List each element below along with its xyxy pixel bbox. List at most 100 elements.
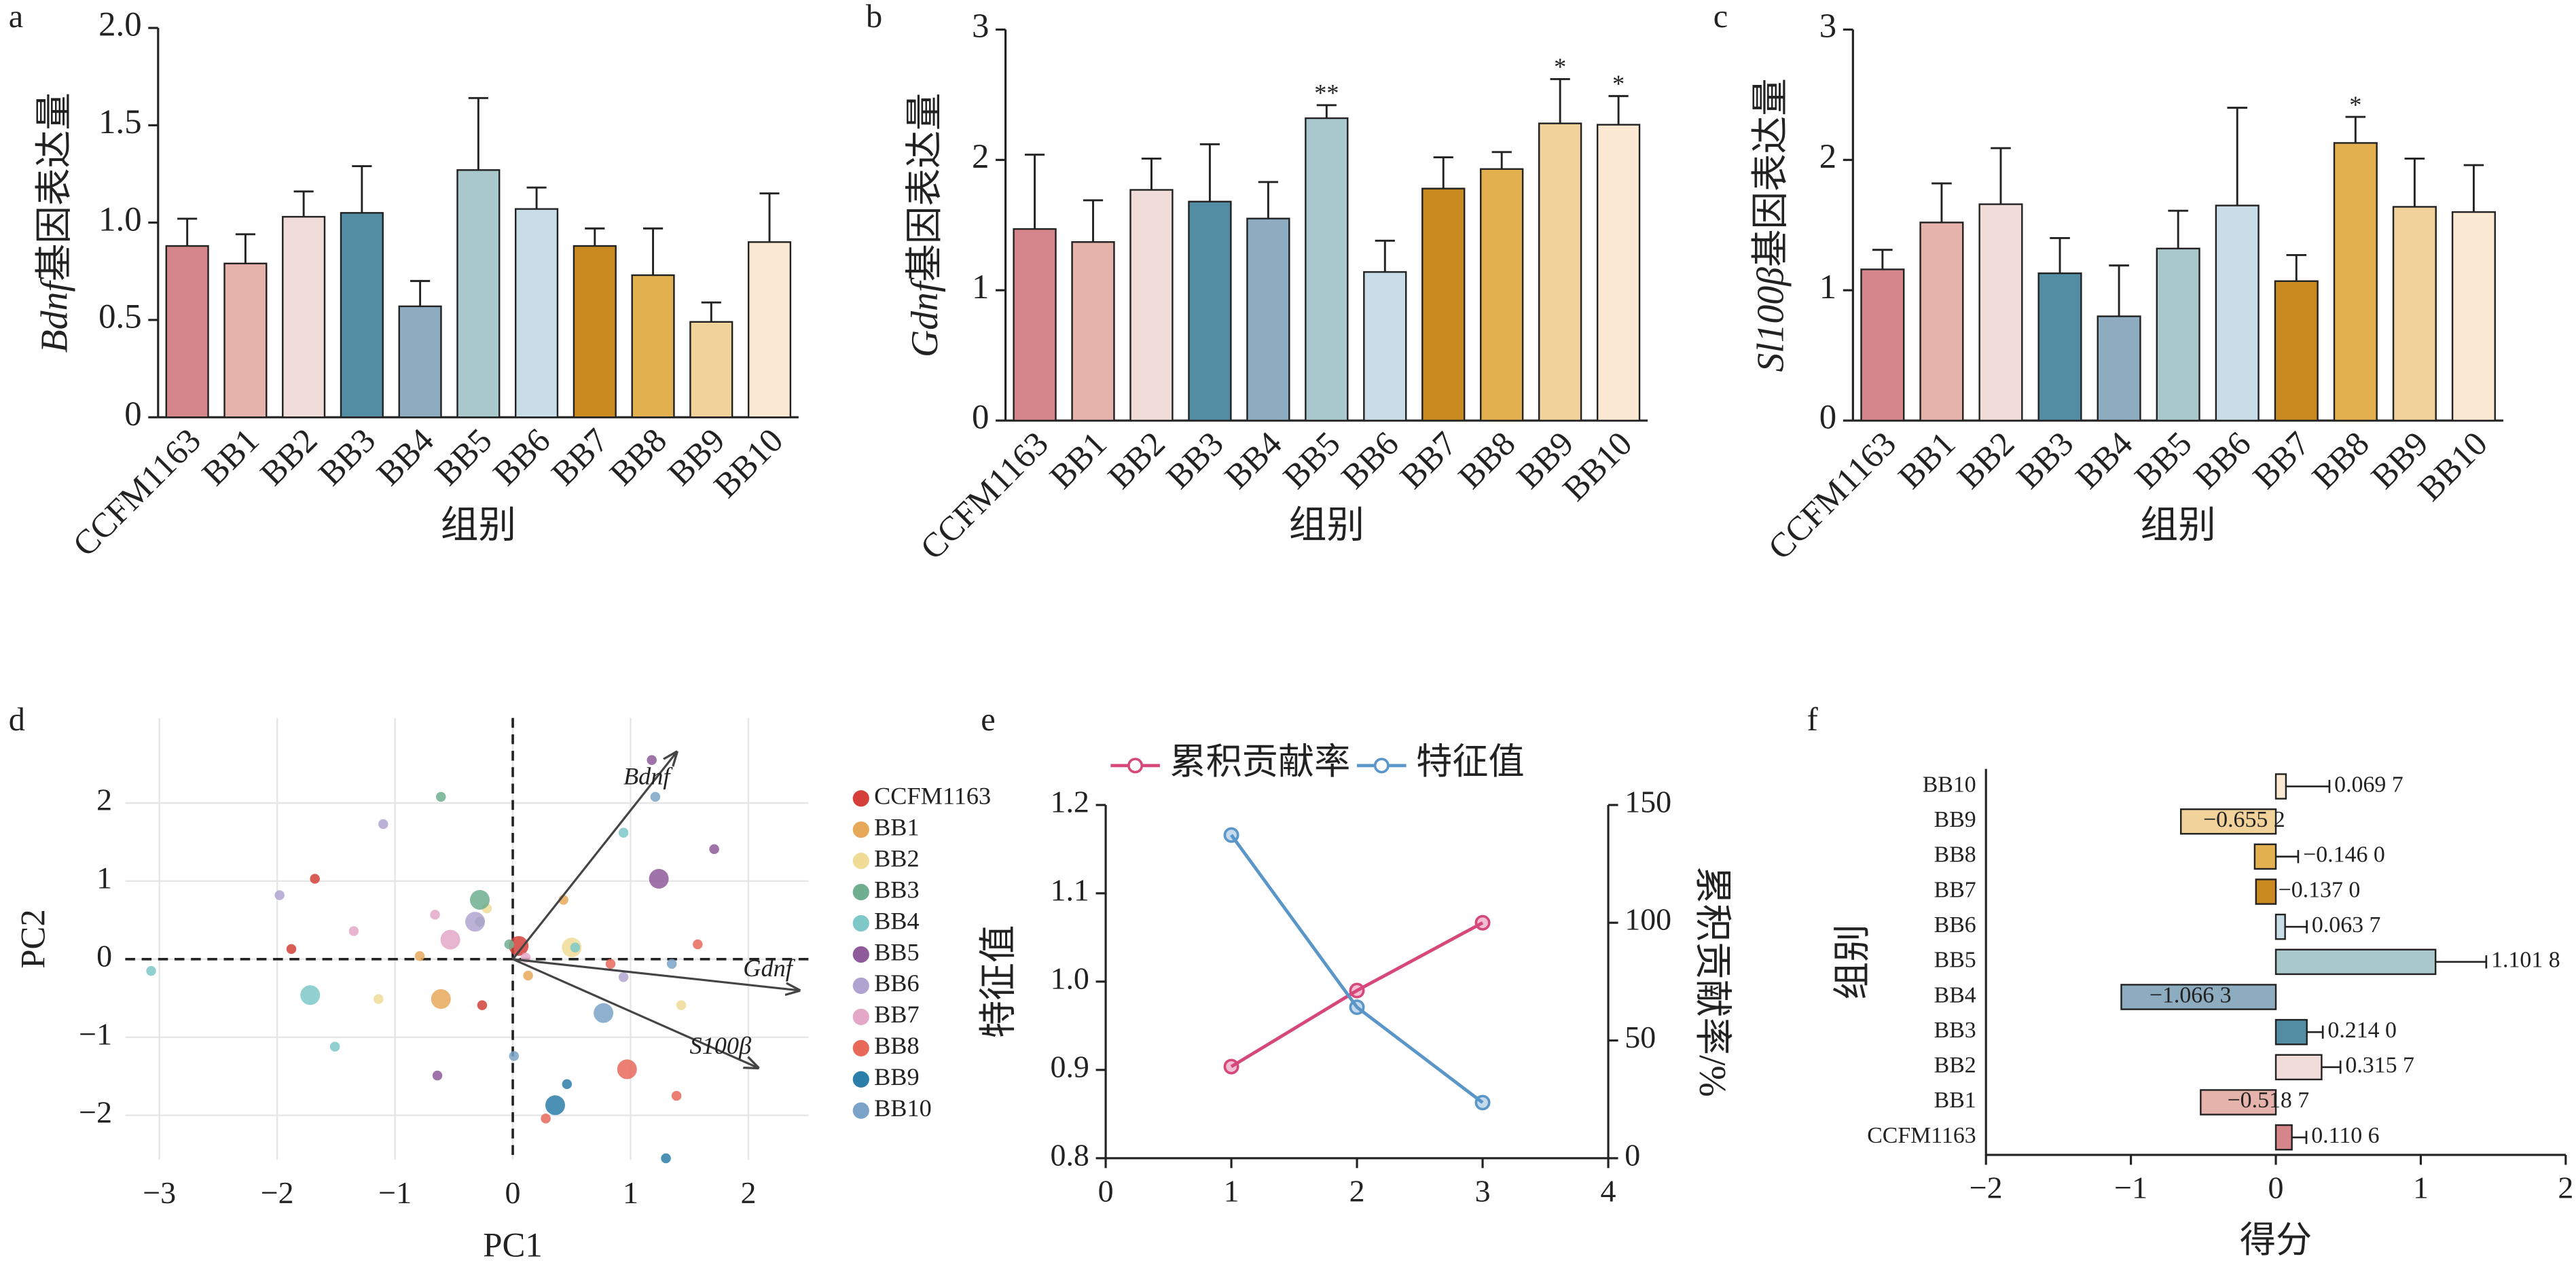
bar	[2392, 206, 2437, 422]
value-label: 0.063 7	[2312, 912, 2381, 938]
y-tick-label: 1.1	[1050, 872, 1089, 907]
point	[414, 951, 425, 961]
bar	[1538, 122, 1582, 422]
y-axis-label: Bdnf基因表达量	[33, 92, 75, 353]
x-tick-label: BB7	[2245, 424, 2317, 495]
point	[618, 827, 629, 838]
x-tick-label: 0	[505, 1175, 521, 1210]
point	[440, 929, 460, 950]
value-label: −1.066 3	[2149, 982, 2232, 1008]
bar	[1860, 268, 1905, 422]
legend-label: BB9	[874, 1063, 920, 1090]
bar	[2200, 1089, 2277, 1116]
line-point	[1474, 1094, 1491, 1111]
y-tick-label: 0	[1819, 398, 1836, 436]
y-tick-label: 3	[972, 7, 989, 45]
point	[286, 944, 297, 955]
point	[541, 1113, 551, 1124]
legend-label: BB4	[874, 907, 920, 934]
bar	[340, 212, 384, 418]
y-axis-label-gene: Gdnf	[904, 277, 946, 357]
bar	[2333, 142, 2378, 422]
bar	[2451, 211, 2496, 422]
panel: b0123CCFM1163BB1BB2BB3BB4**BB5BB6BB7BB8*…	[866, 0, 1648, 567]
point	[671, 1090, 682, 1101]
legend-swatch	[852, 977, 869, 994]
y-tick-label: 1	[972, 268, 989, 306]
legend-label: BB8	[874, 1032, 920, 1059]
x-tick-label: −2	[261, 1175, 294, 1210]
bar	[2274, 948, 2437, 976]
bar	[514, 208, 559, 418]
x-tick-label: BB5	[427, 421, 498, 493]
legend-swatch	[852, 1102, 869, 1119]
x-axis-label: 组别	[1289, 504, 1364, 546]
bar	[2274, 773, 2287, 800]
x-tick-label: BB8	[602, 421, 674, 493]
x-tick-label: CCFM1163	[913, 424, 1055, 567]
bar	[2037, 272, 2082, 422]
x-tick-label: BB7	[544, 421, 615, 493]
y-tick-label: 1.0	[1050, 961, 1089, 995]
x-tick-label: BB5	[1275, 424, 1347, 495]
legend-swatch	[852, 790, 869, 807]
x-tick-label: −3	[143, 1175, 176, 1210]
y-axis-label: Sl100β基因表达量	[1749, 78, 1792, 372]
y-tick-label: BB6	[1934, 912, 1976, 938]
x-tick-label: BB1	[1891, 424, 1962, 495]
legend-label: BB2	[874, 844, 920, 872]
x-tick-label: 0	[1098, 1174, 1114, 1209]
y-tick-label: 2.0	[98, 5, 141, 43]
y-tick-label: 0	[972, 398, 989, 436]
y-tick-label: BB4	[1934, 982, 1976, 1008]
value-label: 0.214 0	[2327, 1018, 2397, 1043]
x-tick-label: 2	[1349, 1174, 1365, 1209]
line-point	[1349, 999, 1365, 1016]
legend-swatch	[852, 883, 869, 901]
y-tick-label: BB9	[1934, 807, 1976, 832]
legend-label: BB3	[874, 876, 920, 903]
point	[509, 1051, 520, 1061]
bar	[2097, 315, 2141, 422]
x-tick-label: 1	[623, 1175, 638, 1210]
point	[545, 1095, 565, 1116]
point	[432, 1070, 443, 1081]
panel: a 0 0.5 1.0 1.5 2.0 CCFM1163BB1BB2BB3BB4BB5BB6…	[9, 0, 799, 563]
point	[562, 1079, 573, 1090]
panel-label: b	[866, 0, 882, 35]
bar	[747, 241, 792, 418]
x-tick-label: −1	[378, 1175, 412, 1210]
y-axis-label: Gdnf基因表达量	[904, 93, 946, 357]
x-axis-label: 组别	[441, 504, 516, 546]
y-axis-label: 特征值	[978, 925, 1020, 1038]
legend-marker	[1127, 758, 1144, 774]
point	[274, 890, 285, 900]
value-label: 0.069 7	[2334, 772, 2403, 797]
loading-arrow	[512, 958, 799, 991]
legend-label: BB7	[874, 1001, 920, 1028]
y2-tick-label: 0	[1625, 1137, 1640, 1172]
significance-label: *	[1554, 53, 1566, 80]
panel: f −2 −1 0 1 2 0.110 6 CCFM1163 −0.518 7 BB1 0.315 …	[1807, 702, 2574, 1260]
bar	[631, 274, 675, 418]
line	[1230, 834, 1484, 1104]
legend-swatch	[852, 1071, 869, 1088]
bar	[1421, 188, 1466, 422]
x-axis-label: PC1	[483, 1226, 542, 1264]
y-tick-label: −2	[79, 1094, 112, 1129]
bar	[2215, 204, 2260, 422]
y-axis-label-text: 基因表达量	[904, 93, 946, 282]
x-tick-label: BB6	[1334, 424, 1405, 495]
y-tick-label: BB2	[1934, 1053, 1976, 1078]
bar	[1363, 271, 1407, 422]
bar	[398, 305, 442, 418]
point	[465, 912, 486, 932]
loading-arrow	[511, 752, 676, 960]
bar	[2120, 984, 2277, 1010]
point	[594, 1003, 614, 1023]
y-tick-label: BB7	[1934, 877, 1976, 902]
bar	[2180, 808, 2277, 835]
y-tick-label: 0.8	[1050, 1137, 1089, 1172]
x-tick-label: BB8	[2304, 424, 2376, 495]
